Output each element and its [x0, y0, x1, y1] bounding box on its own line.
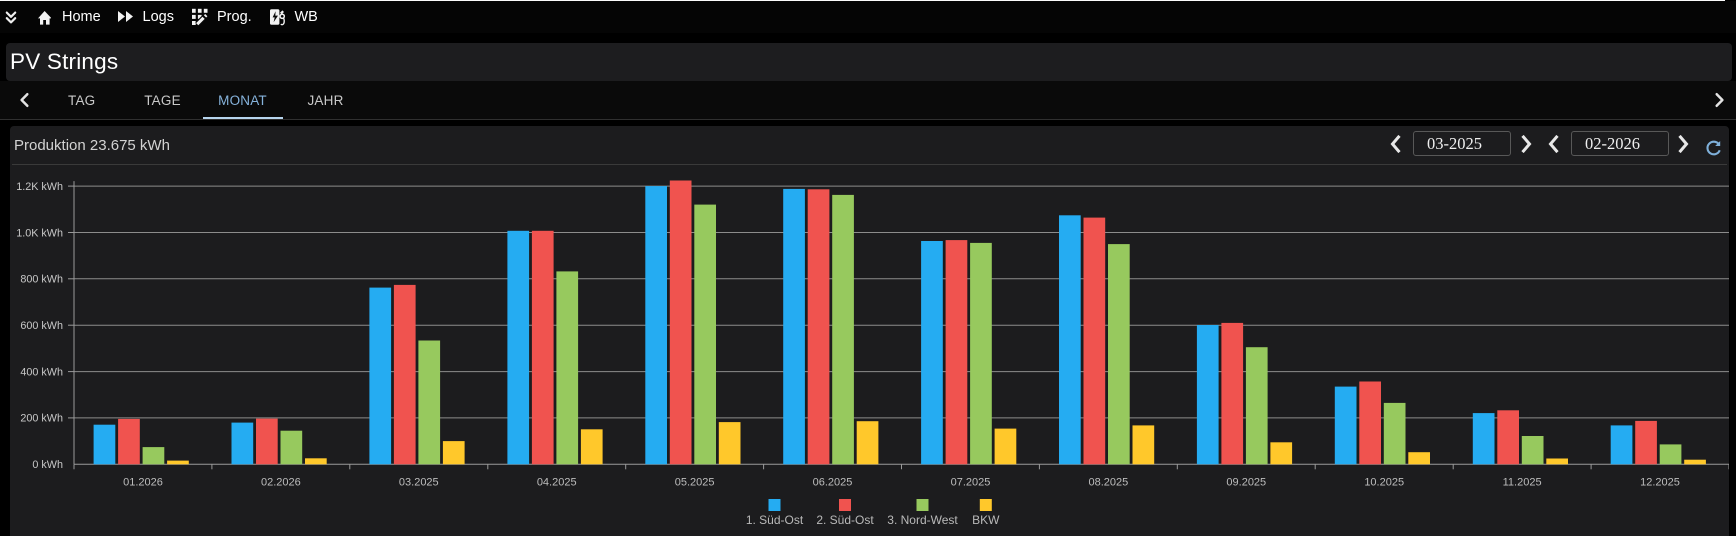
svg-text:0 kWh: 0 kWh: [32, 459, 63, 471]
svg-text:BKW: BKW: [972, 513, 1000, 527]
svg-text:400 kWh: 400 kWh: [20, 366, 63, 378]
svg-text:200 kWh: 200 kWh: [20, 413, 63, 425]
svg-text:2. Süd-Ost: 2. Süd-Ost: [816, 513, 874, 527]
svg-text:06.2025: 06.2025: [813, 476, 853, 488]
svg-text:1.2K kWh: 1.2K kWh: [16, 181, 63, 193]
svg-text:3. Nord-West: 3. Nord-West: [887, 513, 958, 527]
svg-text:11.2025: 11.2025: [1503, 476, 1542, 488]
svg-text:01.2026: 01.2026: [123, 476, 163, 488]
svg-text:09.2025: 09.2025: [1226, 476, 1266, 488]
svg-text:600 kWh: 600 kWh: [20, 320, 63, 332]
svg-text:800 kWh: 800 kWh: [20, 274, 63, 286]
svg-text:1. Süd-Ost: 1. Süd-Ost: [746, 513, 804, 527]
svg-text:12.2025: 12.2025: [1640, 476, 1680, 488]
svg-text:02.2026: 02.2026: [261, 476, 301, 488]
svg-text:08.2025: 08.2025: [1089, 476, 1129, 488]
svg-text:03.2025: 03.2025: [399, 476, 439, 488]
svg-text:07.2025: 07.2025: [951, 476, 991, 488]
svg-text:05.2025: 05.2025: [675, 476, 715, 488]
svg-text:10.2025: 10.2025: [1364, 476, 1404, 488]
svg-text:1.0K kWh: 1.0K kWh: [16, 227, 63, 239]
svg-text:04.2025: 04.2025: [537, 476, 577, 488]
